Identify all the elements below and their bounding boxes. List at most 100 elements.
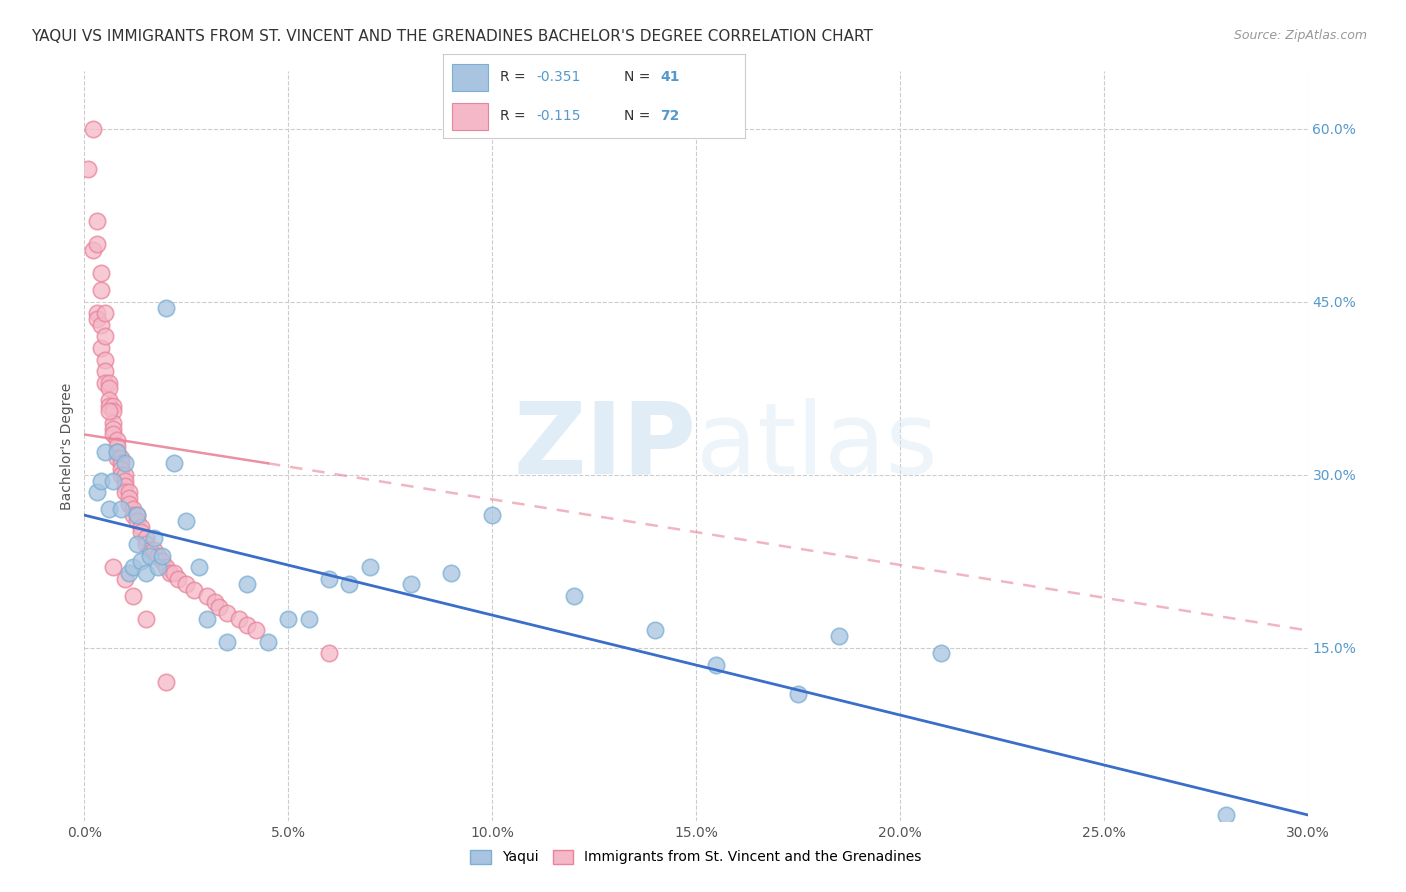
Point [97, 392, 120, 407]
Point [122, 502, 145, 516]
Point [142, 531, 165, 545]
Point [217, 606, 239, 620]
Point [86, 306, 108, 320]
Point [135, 531, 157, 545]
Point [318, 647, 340, 661]
Point [204, 594, 226, 608]
Point [138, 549, 160, 563]
Point [105, 434, 128, 448]
Point [138, 542, 160, 557]
Point [163, 456, 186, 470]
Point [562, 589, 585, 603]
Point [114, 467, 136, 482]
Point [101, 560, 124, 574]
Point [174, 514, 197, 528]
Point [298, 612, 321, 626]
Point [86, 237, 108, 252]
Point [90, 341, 112, 355]
Point [481, 508, 503, 523]
Point [77, 162, 100, 177]
Point [82, 243, 104, 257]
Point [118, 566, 141, 580]
Point [787, 687, 810, 701]
Point [122, 589, 145, 603]
Text: Source: ZipAtlas.com: Source: ZipAtlas.com [1233, 29, 1367, 42]
Point [90, 474, 112, 488]
Point [110, 456, 132, 470]
Point [97, 399, 120, 413]
Point [101, 404, 124, 418]
Point [236, 577, 259, 591]
Point [86, 312, 108, 326]
Point [257, 635, 280, 649]
Point [440, 566, 463, 580]
Text: N =: N = [624, 109, 655, 123]
Point [174, 577, 197, 591]
Text: R =: R = [501, 109, 530, 123]
Point [93, 444, 115, 458]
Point [131, 525, 153, 540]
Point [86, 214, 108, 228]
Point [217, 635, 239, 649]
Point [101, 399, 124, 413]
Point [90, 318, 112, 332]
Point [118, 491, 141, 505]
Point [93, 364, 115, 378]
Legend: Yaqui, Immigrants from St. Vincent and the Grenadines: Yaqui, Immigrants from St. Vincent and t… [464, 844, 928, 870]
Point [131, 519, 153, 533]
Point [159, 566, 181, 580]
Point [97, 376, 120, 390]
Point [277, 612, 299, 626]
Point [105, 444, 128, 458]
Point [155, 560, 177, 574]
Point [163, 566, 186, 580]
Point [110, 450, 132, 465]
Point [105, 439, 128, 453]
Point [97, 381, 120, 395]
Point [114, 485, 136, 500]
Point [114, 572, 136, 586]
Text: -0.115: -0.115 [537, 109, 581, 123]
Point [236, 617, 259, 632]
Point [114, 479, 136, 493]
Point [228, 612, 250, 626]
Point [93, 329, 115, 343]
Point [101, 427, 124, 442]
Point [105, 450, 128, 465]
Point [929, 647, 952, 661]
Point [127, 508, 149, 523]
Point [318, 572, 340, 586]
Point [97, 502, 120, 516]
Point [101, 422, 124, 436]
Point [105, 444, 128, 458]
Point [142, 542, 165, 557]
Point [110, 502, 132, 516]
Y-axis label: Bachelor's Degree: Bachelor's Degree [60, 383, 75, 509]
Point [93, 306, 115, 320]
Point [183, 583, 205, 598]
Text: -0.351: -0.351 [537, 70, 581, 84]
Point [146, 560, 169, 574]
Point [135, 566, 157, 580]
Point [208, 600, 231, 615]
Point [195, 589, 218, 603]
Point [114, 474, 136, 488]
Text: R =: R = [501, 70, 530, 84]
Point [135, 537, 157, 551]
Text: ZIP: ZIP [513, 398, 696, 494]
Text: 72: 72 [661, 109, 681, 123]
Point [245, 624, 267, 638]
Point [122, 560, 145, 574]
Point [339, 577, 361, 591]
Point [1215, 808, 1237, 822]
Point [93, 376, 115, 390]
Point [93, 352, 115, 367]
Point [127, 537, 149, 551]
Point [146, 549, 169, 563]
Point [150, 549, 173, 563]
Point [127, 514, 149, 528]
Point [828, 629, 851, 643]
Point [90, 266, 112, 280]
Point [90, 284, 112, 298]
Point [359, 560, 381, 574]
